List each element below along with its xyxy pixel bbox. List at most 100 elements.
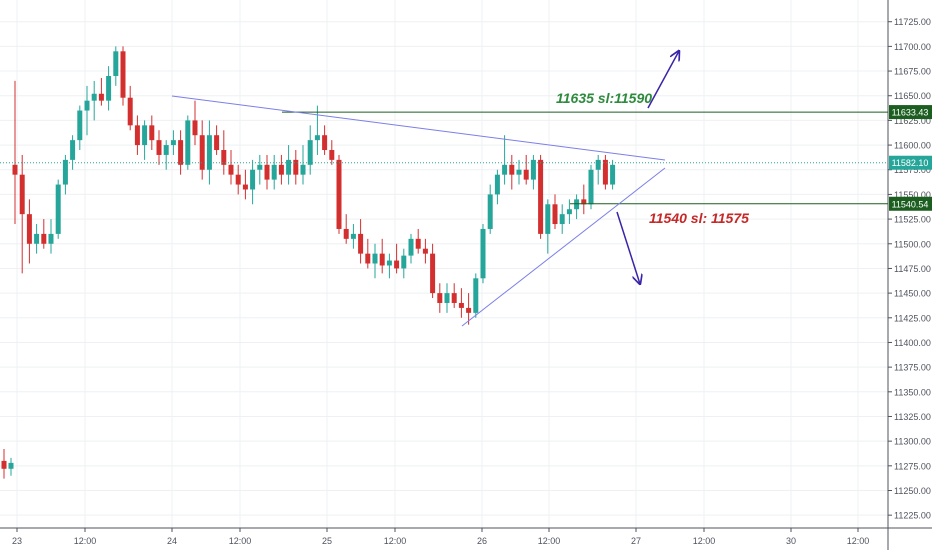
x-tick-label: 12:00 [538,536,561,546]
candle-body [502,164,508,175]
candle-body [358,233,364,254]
candle-body [401,255,407,269]
candle-body [466,307,472,313]
candle-body [242,184,248,190]
candle-body [235,174,241,185]
candle-body [55,184,61,234]
candle-body [257,164,263,170]
candle-body [343,228,349,239]
candle-body [307,140,313,165]
candle-body [394,260,400,269]
candle-body [271,164,277,180]
lower-trendline [461,167,666,327]
sell-arrow [616,211,640,284]
candle-body [437,293,443,303]
x-tick-label: 24 [167,536,177,546]
candle-body [458,302,464,308]
candle-body [523,169,529,180]
candle-body [178,140,184,165]
candle-body [451,293,457,303]
x-tick-label: 12:00 [74,536,97,546]
candle-body [70,140,76,160]
candle-body [487,194,493,229]
candle-body [336,159,342,229]
candle-body [581,199,587,205]
candle-body [1,460,7,469]
y-tick-label: 11475.00 [894,264,931,274]
x-tick-label: 12:00 [847,536,870,546]
x-tick-label: 12:00 [693,536,716,546]
y-tick-label: 11375.00 [894,363,931,373]
x-tick-label: 25 [322,536,332,546]
candle-body [293,159,299,175]
candle-body [221,150,227,165]
candle-body [322,135,328,151]
candle-body [34,233,40,244]
x-tick-label: 12:00 [384,536,407,546]
candle-body [199,135,205,170]
candle-body [48,233,54,244]
upper-trendline [171,95,666,161]
candle-body [106,75,112,101]
candle-body [170,140,176,146]
candle-body [156,140,162,155]
x-tick-label: 26 [477,536,487,546]
buy-arrow [647,51,679,109]
candle-body [192,120,198,136]
price-label-badge [889,105,932,120]
price-label-badge [889,155,932,170]
candle-body [415,238,421,249]
candle-body [602,159,608,185]
y-tick-label: 11425.00 [894,313,931,323]
candle-body [264,164,270,180]
candle-body [379,253,385,266]
candle-body [41,233,47,244]
candle-body [365,253,371,264]
candle-body [98,93,104,101]
y-tick-label: 11625.00 [894,116,931,126]
y-tick-label: 11700.00 [894,42,931,52]
price-label-text: 11633.43 [892,108,929,118]
y-tick-label: 11250.00 [894,486,931,496]
candle-body [329,150,335,160]
candle-body [26,214,32,244]
price-label-badge [889,196,932,211]
y-tick-label: 11525.00 [894,215,931,225]
candle-body [444,293,450,303]
candle-body [206,135,212,170]
candle-body [300,164,306,175]
y-tick-label: 11600.00 [894,141,931,151]
candle-body [430,253,436,294]
candle-body [12,164,18,175]
y-tick-label: 11500.00 [894,239,931,249]
candle-body [545,204,551,234]
y-tick-label: 11725.00 [894,17,931,27]
candle-body [595,159,601,170]
candle-body [19,174,25,215]
candle-body [610,164,616,185]
x-tick-label: 27 [631,536,641,546]
candle-body [509,164,515,175]
candle-body [552,204,558,225]
candle-body [559,214,565,225]
candle-body [228,164,234,175]
candle-body [286,159,292,175]
candle-body [142,125,148,146]
candle-body [8,462,14,469]
y-tick-label: 11650.00 [894,91,931,101]
candle-body [422,248,428,254]
candle-body [91,93,97,101]
candle-body [77,110,83,141]
y-tick-label: 11575.00 [894,165,931,175]
candle-body [408,238,414,256]
candle-body [149,125,155,141]
y-tick-label: 11275.00 [894,461,931,471]
candle-body [214,135,220,151]
candle-body [538,159,544,234]
candle-body [84,100,90,111]
y-tick-label: 11225.00 [894,511,931,521]
candle-body [530,159,536,180]
